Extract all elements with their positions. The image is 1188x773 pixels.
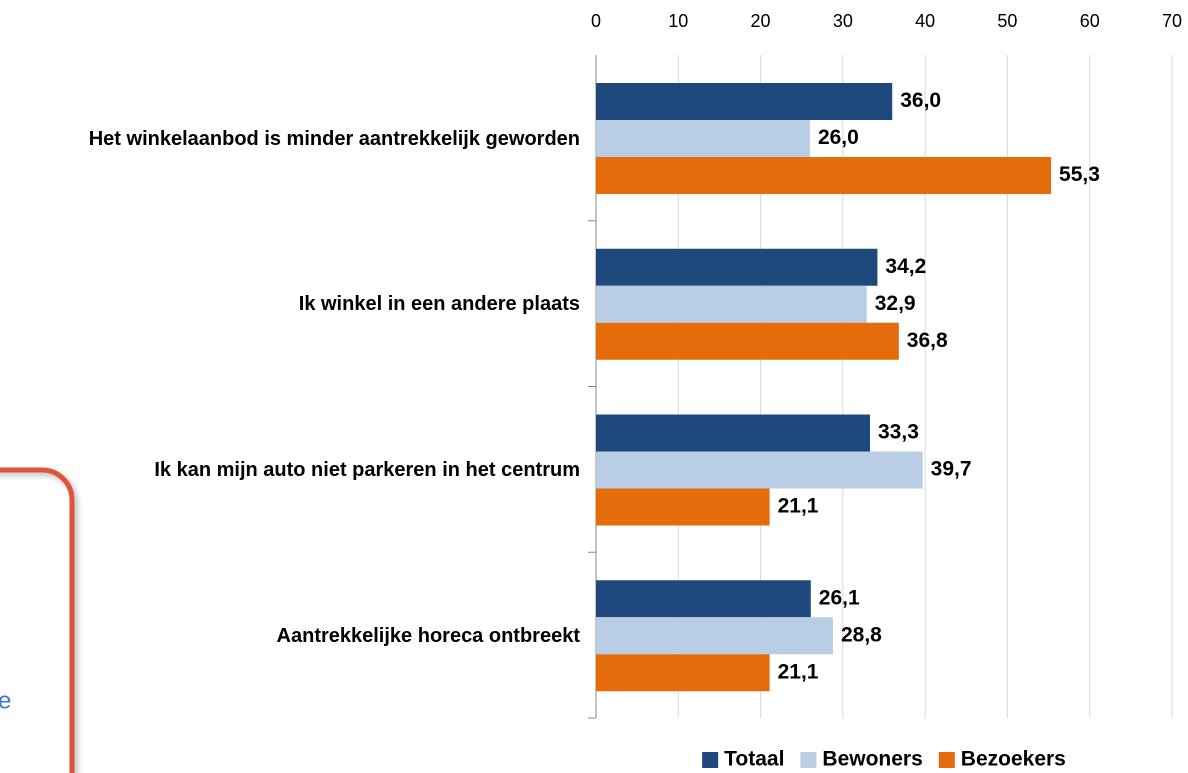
- data-label: 32,9: [875, 292, 916, 315]
- y-tick-label: Aantrekkelijke horeca ontbreekt: [276, 624, 580, 647]
- bar: [596, 285, 867, 323]
- annotation: e: [0, 687, 11, 714]
- bar: [596, 83, 893, 120]
- bar: [596, 120, 810, 157]
- y-tick-label: Ik kan mijn auto niet parkeren in het ce…: [154, 459, 580, 481]
- legend-label: Bezoekers: [961, 748, 1066, 771]
- legend-label: Totaal: [724, 748, 784, 771]
- x-tick-label: 20: [751, 11, 771, 31]
- data-label: 33,3: [878, 421, 919, 444]
- x-tick-label: 50: [997, 11, 1017, 31]
- data-label: 39,7: [931, 458, 972, 481]
- x-tick-label: 60: [1080, 11, 1100, 31]
- bar: [596, 414, 871, 452]
- x-tick-label: 10: [668, 11, 688, 31]
- bar: [596, 654, 770, 692]
- legend-swatch: [938, 752, 955, 768]
- data-label: 34,2: [885, 255, 926, 278]
- x-tick-label: 0: [591, 11, 601, 31]
- x-tick-label: 40: [915, 11, 935, 31]
- data-label: 21,1: [778, 495, 819, 518]
- data-label: 26,1: [819, 586, 860, 609]
- bar: [596, 322, 899, 360]
- x-tick-label: 30: [833, 11, 853, 31]
- data-label: 21,1: [778, 660, 819, 683]
- bar: [596, 451, 923, 489]
- legend-swatch: [702, 752, 719, 768]
- data-label: 55,3: [1059, 163, 1100, 186]
- data-label: 26,0: [818, 126, 859, 149]
- bar: [596, 157, 1052, 194]
- callout-box: [0, 467, 75, 773]
- data-label: 36,0: [900, 89, 941, 112]
- bar: [596, 248, 878, 286]
- bar: [596, 580, 811, 618]
- y-tick-label: Ik winkel in een andere plaats: [298, 293, 580, 316]
- y-tick-label: Het winkelaanbod is minder aantrekkelijk…: [88, 127, 580, 150]
- data-label: 28,8: [841, 623, 882, 646]
- data-label: 36,8: [907, 329, 948, 352]
- bar: [596, 488, 770, 526]
- x-tick-label: 70: [1162, 11, 1182, 31]
- legend-swatch: [800, 752, 817, 768]
- legend-label: Bewoners: [822, 748, 922, 771]
- bar: [596, 617, 833, 655]
